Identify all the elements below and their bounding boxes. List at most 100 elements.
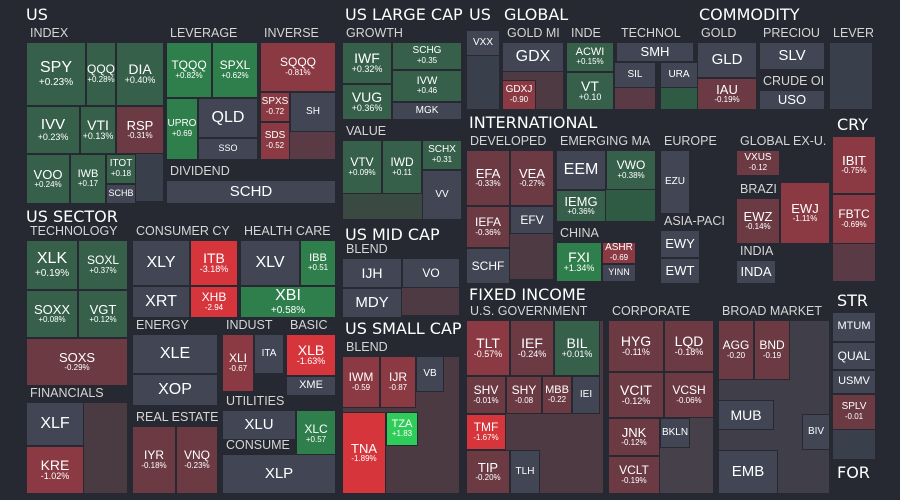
etf-tile-xlp[interactable]: XLP bbox=[222, 454, 336, 494]
etf-tile-mdy[interactable]: MDY bbox=[342, 288, 402, 318]
etf-tile-efv[interactable]: EFV bbox=[510, 206, 554, 234]
etf-tile-iwb[interactable]: IWB +0.17 bbox=[70, 154, 106, 204]
etf-tile-vti[interactable]: VTI +0.13% bbox=[80, 106, 116, 154]
etf-tile-soxs[interactable]: SOXS -0.29% bbox=[26, 338, 128, 386]
etf-tile-bnd[interactable]: BND -0.19 bbox=[754, 320, 790, 380]
etf-tile-bkln[interactable]: BKLN bbox=[660, 418, 690, 448]
etf-tile-vea[interactable]: VEA -0.27% bbox=[510, 150, 554, 206]
etf-tile-sil[interactable]: SIL bbox=[614, 62, 656, 88]
etf-tile-hyg[interactable]: HYG -0.11% bbox=[608, 320, 664, 372]
etf-tile-kre[interactable]: KRE -1.02% bbox=[26, 446, 84, 494]
etf-tile-vv[interactable]: VV bbox=[422, 170, 462, 220]
etf-tile-vb[interactable]: VB bbox=[416, 356, 444, 392]
etf-tile-iemg[interactable]: IEMG +0.36% bbox=[556, 190, 606, 222]
etf-tile-mgk[interactable]: MGK bbox=[392, 102, 462, 120]
etf-tile-iwd[interactable]: IWD +0.11 bbox=[382, 140, 422, 194]
etf-tile-iefa[interactable]: IEFA -0.36% bbox=[466, 206, 510, 248]
etf-tile-vug[interactable]: VUG +0.36% bbox=[342, 84, 392, 120]
etf-tile-shv[interactable]: SHV -0.01% bbox=[466, 376, 506, 414]
etf-tile-iau[interactable]: IAU -0.19% bbox=[697, 78, 757, 110]
etf-tile-yinn[interactable]: YINN bbox=[602, 264, 636, 282]
etf-tile-ivv[interactable]: IVV +0.23% bbox=[26, 106, 80, 154]
etf-tile-sh[interactable]: SH bbox=[290, 92, 336, 132]
etf-tile-splv[interactable]: SPLV -0.01 bbox=[832, 394, 876, 430]
etf-tile-spxs[interactable]: SPXS -0.72 bbox=[260, 92, 290, 122]
etf-tile-soxl[interactable]: SOXL +0.37% bbox=[78, 240, 128, 290]
etf-tile-mub[interactable]: MUB bbox=[718, 400, 774, 430]
etf-tile-biv[interactable]: BIV bbox=[802, 414, 830, 450]
etf-tile-usmv[interactable]: USMV bbox=[832, 370, 876, 394]
etf-tile-vclt[interactable]: VCLT -0.19% bbox=[608, 456, 660, 494]
etf-tile-eem[interactable]: EEM bbox=[556, 150, 606, 190]
etf-tile-xop[interactable]: XOP bbox=[132, 374, 218, 406]
etf-tile-sso[interactable]: SSO bbox=[198, 138, 258, 160]
etf-tile-fxi[interactable]: FXI +1.34% bbox=[556, 242, 602, 282]
etf-tile-ezu[interactable]: EZU bbox=[660, 150, 690, 214]
etf-tile-vxus[interactable]: VXUS -0.12 bbox=[736, 150, 780, 176]
etf-tile-ewy[interactable]: EWY bbox=[660, 230, 700, 258]
etf-tile-ibit[interactable]: IBIT -0.75% bbox=[832, 136, 876, 194]
etf-tile-vcit[interactable]: VCIT -0.12% bbox=[608, 372, 664, 418]
etf-tile-xme[interactable]: XME bbox=[286, 376, 336, 396]
etf-tile-ita[interactable]: ITA bbox=[254, 334, 284, 374]
etf-tile-mbb[interactable]: MBB -0.22 bbox=[542, 376, 572, 414]
etf-tile-schf[interactable]: SCHF bbox=[466, 248, 510, 284]
etf-tile-vnq[interactable]: VNQ -0.23% bbox=[176, 426, 218, 494]
etf-tile-vxx[interactable]: VXX bbox=[466, 30, 500, 56]
etf-tile-jnk[interactable]: JNK -0.12% bbox=[608, 418, 660, 456]
etf-tile-vwo[interactable]: VWO +0.38% bbox=[606, 150, 656, 190]
etf-tile-tqqq[interactable]: TQQQ +0.82% bbox=[166, 42, 212, 98]
etf-tile-iwm[interactable]: IWM -0.59 bbox=[342, 356, 380, 408]
etf-tile-rsp[interactable]: RSP -0.31% bbox=[116, 106, 164, 154]
etf-tile-gdxj[interactable]: GDXJ -0.90 bbox=[502, 80, 536, 110]
etf-tile-xrt[interactable]: XRT bbox=[132, 286, 190, 318]
etf-tile-ewj[interactable]: EWJ -1.11% bbox=[780, 182, 830, 244]
etf-tile-ivw[interactable]: IVW +0.46 bbox=[392, 70, 462, 102]
etf-tile-xlc[interactable]: XLC +0.57 bbox=[296, 410, 336, 458]
etf-tile-iwf[interactable]: IWF +0.32% bbox=[342, 42, 392, 84]
etf-tile-xlk[interactable]: XLK +0.19% bbox=[26, 240, 78, 290]
etf-tile-uso[interactable]: USO bbox=[759, 90, 825, 110]
etf-tile-efa[interactable]: EFA -0.33% bbox=[466, 150, 510, 206]
etf-tile-acwi[interactable]: ACWI +0.15% bbox=[566, 42, 614, 72]
etf-tile-ief[interactable]: IEF -0.24% bbox=[510, 320, 554, 376]
etf-tile-tlh[interactable]: TLH bbox=[510, 450, 540, 494]
etf-tile-xlv[interactable]: XLV bbox=[240, 240, 300, 286]
etf-tile-itot[interactable]: ITOT +0.18 bbox=[106, 154, 136, 184]
etf-tile-xlb[interactable]: XLB -1.63% bbox=[286, 334, 336, 376]
etf-tile-xbi[interactable]: XBI +0.58% bbox=[240, 286, 336, 318]
etf-tile-agg[interactable]: AGG -0.20 bbox=[718, 320, 754, 380]
etf-tile-ijr[interactable]: IJR -0.87 bbox=[380, 356, 416, 408]
etf-tile-emb[interactable]: EMB bbox=[718, 450, 778, 494]
etf-tile-smh[interactable]: SMH bbox=[616, 42, 694, 62]
etf-tile-vt[interactable]: VT +0.10 bbox=[566, 72, 614, 110]
etf-tile-vo[interactable]: VO bbox=[402, 258, 460, 288]
etf-tile-xly[interactable]: XLY bbox=[132, 240, 190, 286]
etf-tile-spy[interactable]: SPY +0.23% bbox=[26, 42, 86, 106]
etf-tile-ewt[interactable]: EWT bbox=[660, 258, 700, 284]
etf-tile-ewz[interactable]: EWZ -0.14% bbox=[736, 198, 780, 244]
etf-tile-gld[interactable]: GLD bbox=[697, 42, 757, 78]
etf-tile-schb[interactable]: SCHB bbox=[106, 184, 136, 204]
etf-tile-bil[interactable]: BIL +0.01% bbox=[554, 320, 600, 376]
etf-tile-vgt[interactable]: VGT +0.12% bbox=[78, 290, 128, 338]
etf-tile-ibb[interactable]: IBB +0.51 bbox=[300, 240, 336, 286]
etf-tile-gdx[interactable]: GDX bbox=[502, 42, 564, 72]
etf-tile-ashr[interactable]: ASHR -0.69 bbox=[602, 242, 636, 264]
etf-tile-mtum[interactable]: MTUM bbox=[832, 312, 876, 342]
etf-tile-sqqq[interactable]: SQQQ -0.81% bbox=[260, 42, 336, 92]
etf-tile-xle[interactable]: XLE bbox=[132, 334, 218, 374]
etf-tile-soxx[interactable]: SOXX +0.08% bbox=[26, 290, 78, 338]
etf-tile-tna[interactable]: TNA -1.89% bbox=[342, 412, 386, 494]
etf-tile-dia[interactable]: DIA +0.40% bbox=[116, 42, 164, 106]
etf-tile-spxl[interactable]: SPXL +0.62% bbox=[212, 42, 258, 98]
etf-tile-qld[interactable]: QLD bbox=[198, 98, 258, 138]
etf-tile-iyr[interactable]: IYR -0.18% bbox=[132, 426, 176, 494]
etf-tile-lqd[interactable]: LQD -0.18% bbox=[664, 320, 714, 372]
etf-tile-ura[interactable]: URA bbox=[660, 62, 698, 88]
etf-tile-schx[interactable]: SCHX +0.31 bbox=[422, 140, 462, 170]
etf-tile-vtv[interactable]: VTV +0.09% bbox=[342, 140, 382, 194]
etf-tile-inda[interactable]: INDA bbox=[736, 260, 776, 284]
etf-tile-sds[interactable]: SDS -0.52 bbox=[260, 122, 290, 160]
etf-tile-iei[interactable]: IEI bbox=[572, 376, 600, 414]
